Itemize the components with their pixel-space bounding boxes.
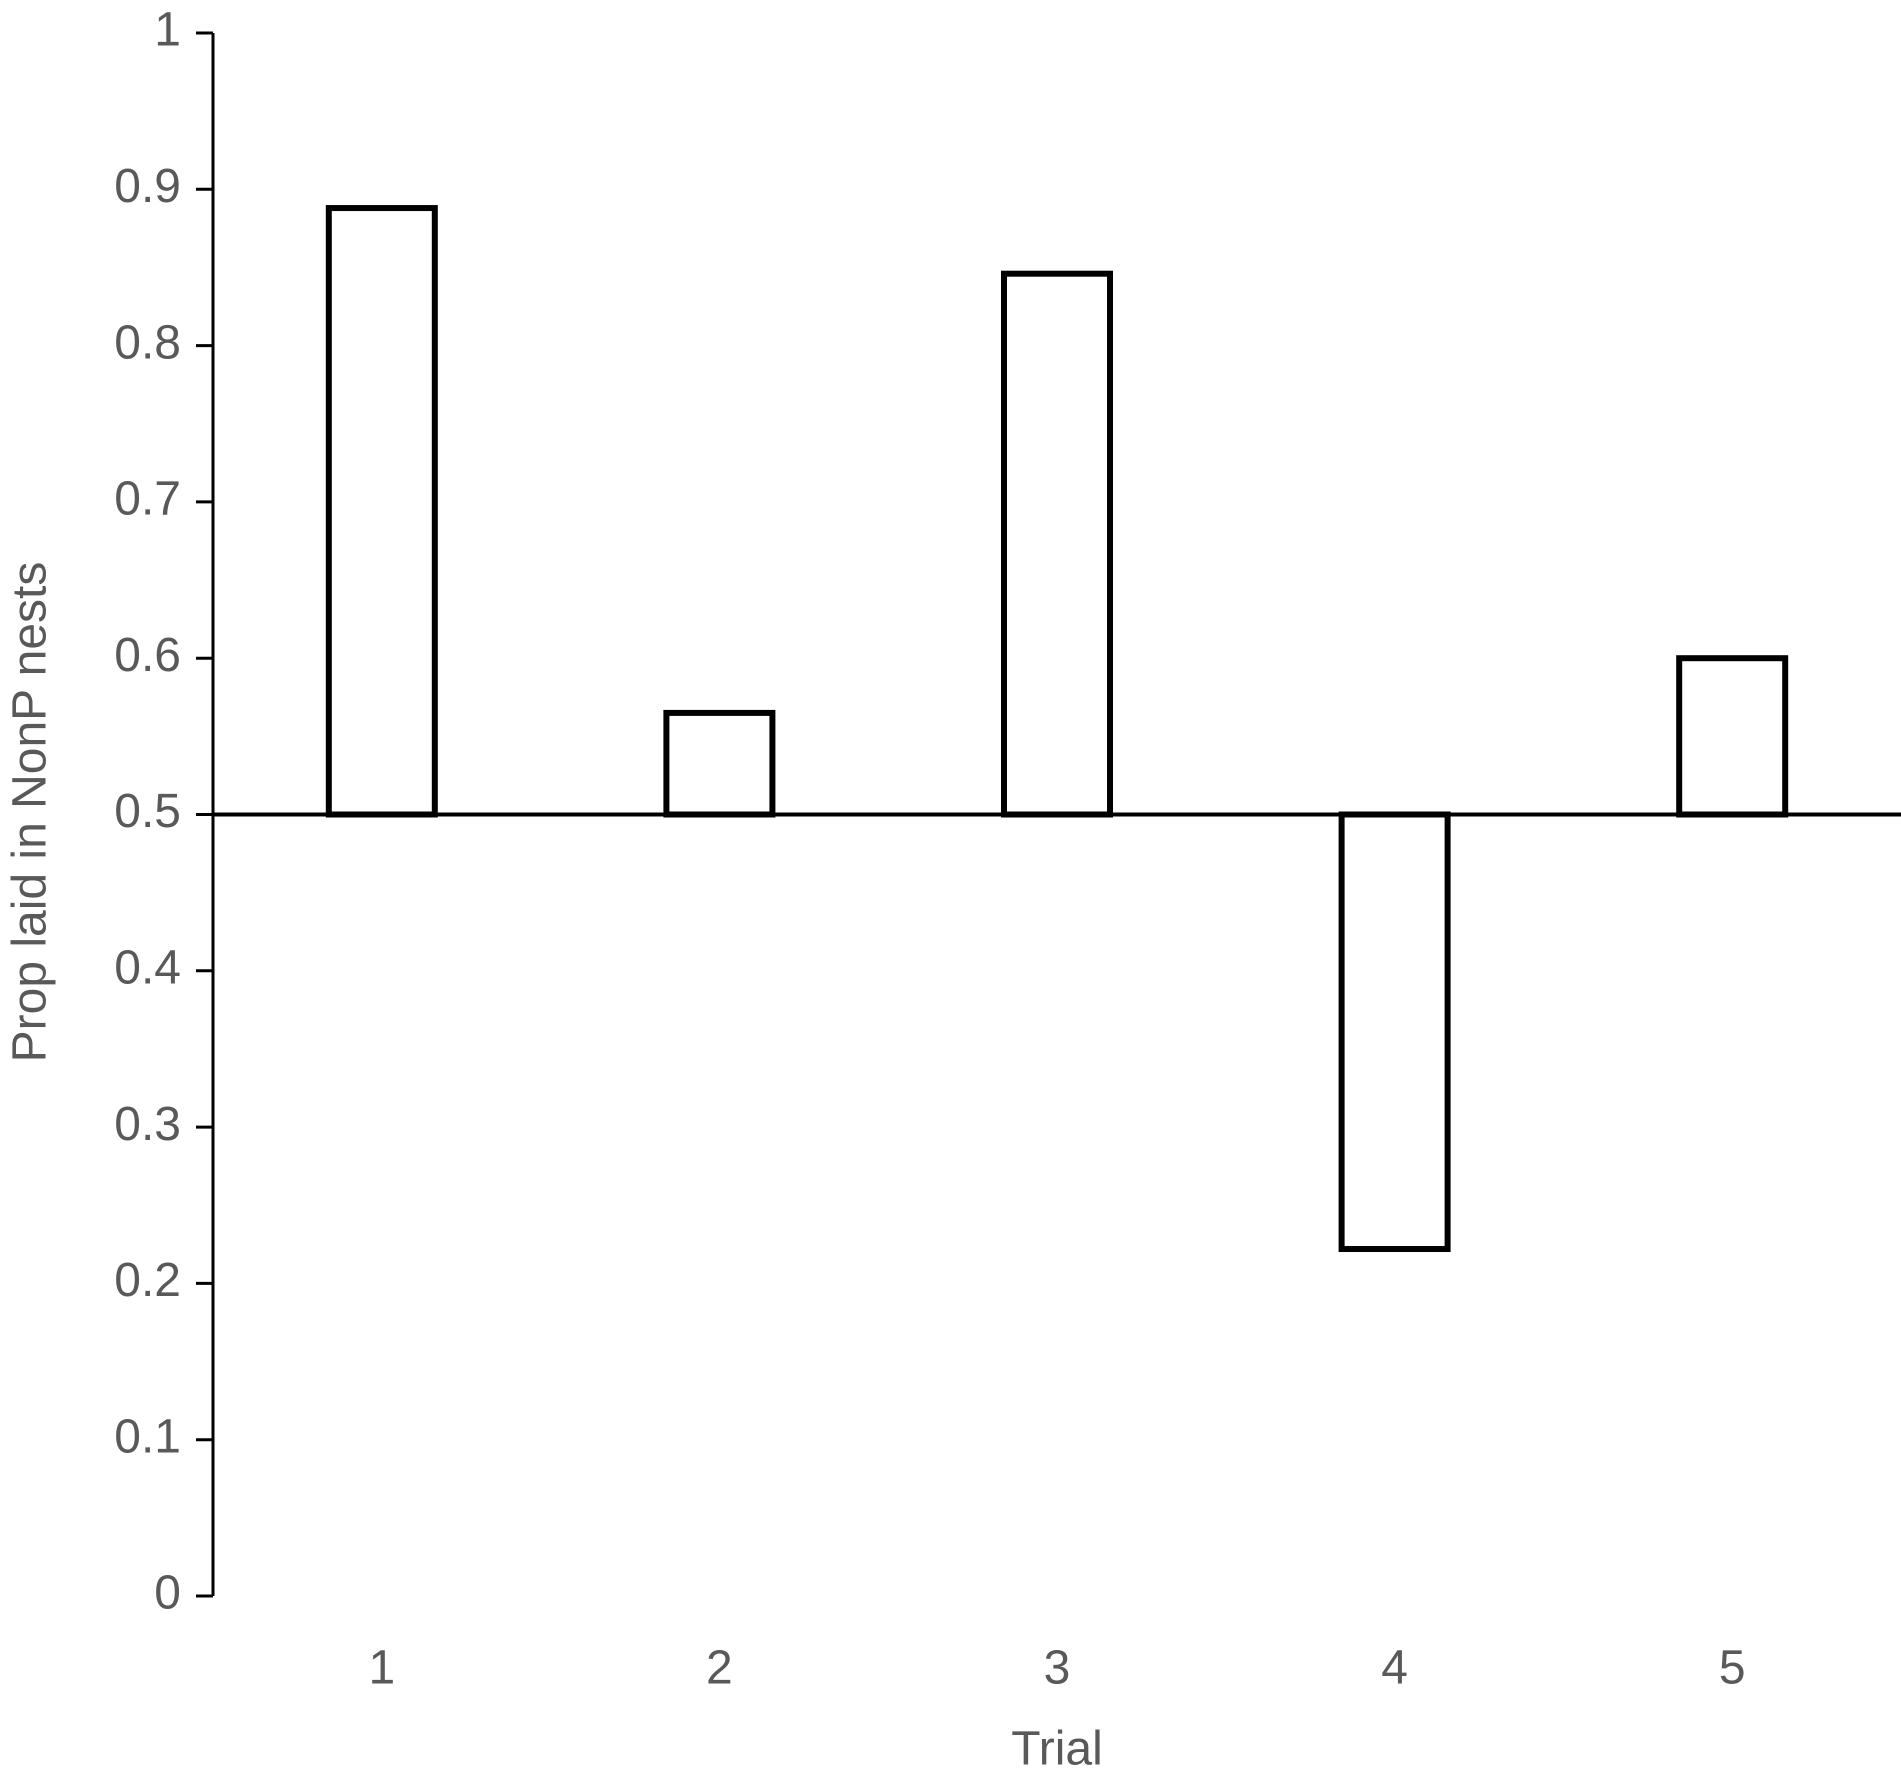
y-tick-label: 0.8 <box>114 316 181 369</box>
x-tick-label: 5 <box>1719 1642 1746 1695</box>
y-tick-label: 0.5 <box>114 785 181 838</box>
y-tick-label: 1 <box>154 4 181 57</box>
y-tick-label: 0.3 <box>114 1098 181 1151</box>
y-tick-label: 0.2 <box>114 1254 181 1307</box>
x-tick-label: 1 <box>368 1642 395 1695</box>
x-axis-title: Trial <box>1011 1723 1103 1776</box>
bar <box>1676 655 1789 818</box>
bar <box>1001 270 1113 818</box>
y-tick-label: 0.1 <box>114 1410 181 1463</box>
x-tick-label: 4 <box>1381 1642 1408 1695</box>
x-tick-label: 3 <box>1044 1642 1071 1695</box>
y-tick-label: 0.6 <box>114 629 181 682</box>
y-tick-label: 0 <box>154 1567 181 1620</box>
bar <box>1338 811 1451 1253</box>
y-axis-title: Prop laid in NonP nests <box>4 562 57 1063</box>
y-tick-label: 0.4 <box>114 941 181 994</box>
x-tick-label: 2 <box>706 1642 733 1695</box>
bar <box>325 205 438 818</box>
bar <box>663 709 776 818</box>
y-tick-label: 0.9 <box>114 160 181 213</box>
y-tick-label: 0.7 <box>114 473 181 526</box>
